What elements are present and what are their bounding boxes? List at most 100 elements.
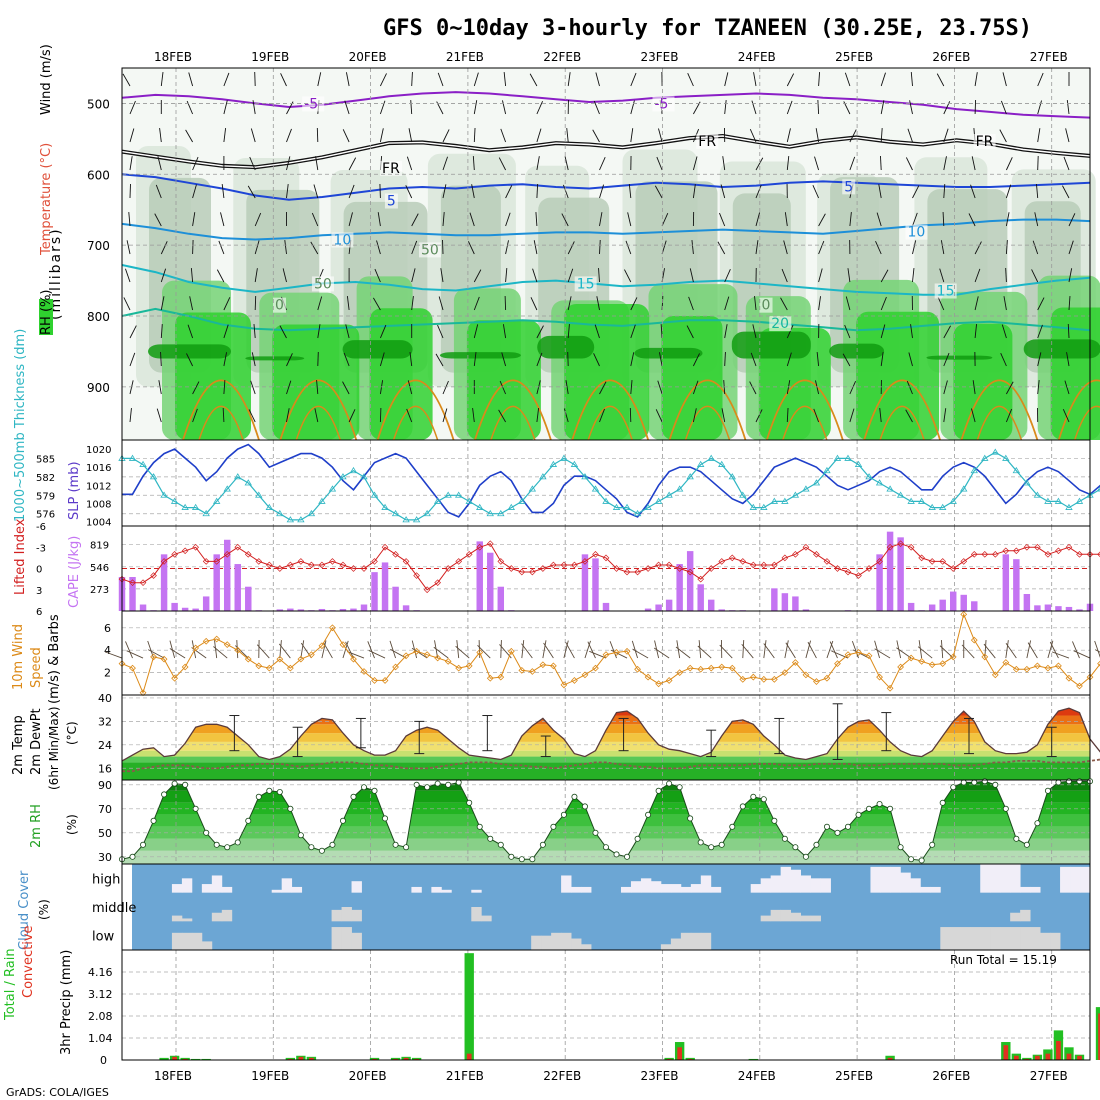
- rh-marker: [360, 784, 367, 791]
- cloud-cell-high: [211, 875, 223, 893]
- wind-speed-marker: [518, 666, 526, 674]
- rh-marker: [518, 856, 525, 863]
- cloud-cell-low: [191, 932, 203, 950]
- precip-tick: 0: [100, 1054, 107, 1067]
- wind-barb: [502, 100, 507, 115]
- lifted-index-marker: [886, 543, 894, 551]
- thickness-marker: [234, 473, 242, 480]
- cloud-axis-label: Cloud Cover: [17, 870, 32, 950]
- rh-band-dark: [829, 343, 885, 359]
- temp-tick: 16: [98, 762, 112, 775]
- wind-barb: [315, 156, 319, 171]
- wind-barb: [536, 101, 544, 115]
- rh-band: [122, 850, 1090, 864]
- date-label-top: 20FEB: [349, 50, 387, 64]
- wind-speed-marker: [339, 641, 347, 648]
- wind-barb: [912, 212, 918, 227]
- cloud-cell-high: [920, 886, 931, 893]
- contour-label: 50: [314, 276, 332, 292]
- wind-speed-marker: [592, 664, 599, 672]
- cloud-cell-low: [970, 927, 981, 950]
- date-label-bottom: 19FEB: [251, 1069, 289, 1083]
- wind-speed-marker: [907, 654, 915, 662]
- wind-barb: [630, 100, 635, 115]
- surface-wind-barb: [698, 640, 702, 659]
- lifted-index-marker: [192, 543, 199, 551]
- cape-bar: [886, 531, 894, 611]
- wind-barb: [567, 324, 570, 339]
- rh-marker: [918, 857, 925, 864]
- wind-barb: [692, 128, 700, 143]
- lifted-index-marker: [644, 565, 652, 572]
- date-label-bottom: 18FEB: [154, 1069, 192, 1083]
- surface-wind-barb: [584, 640, 591, 659]
- contour-label-bg: [973, 133, 996, 149]
- wind-barb: [123, 297, 131, 311]
- wind-speed-marker: [360, 668, 368, 675]
- surface-wind-barb: [697, 645, 712, 659]
- wind-barb: [160, 324, 163, 339]
- lifted-index-marker: [350, 565, 357, 572]
- thickness-marker: [360, 473, 368, 480]
- legend-convective: Convective: [21, 925, 36, 998]
- thickness-marker: [823, 466, 831, 474]
- cloud-cell-high: [750, 884, 762, 893]
- wind-barb: [379, 324, 387, 339]
- wind-barb: [1066, 100, 1070, 115]
- wind-barb: [594, 324, 600, 339]
- legend-total-rain: Total / Rain: [3, 948, 18, 1021]
- thickness-marker: [170, 497, 179, 504]
- thickness-marker: [265, 503, 274, 510]
- wind-barb: [1000, 100, 1007, 115]
- contour-label: 15: [937, 283, 955, 299]
- rh-band-dark: [342, 340, 413, 359]
- isotherm--5: [121, 91, 1091, 119]
- isotherm-25-inner: [1073, 405, 1100, 441]
- wind-barb: [435, 353, 444, 367]
- precip-legend-b: Convective: [21, 925, 36, 998]
- wind-barb: [411, 296, 414, 311]
- wind-barb: [630, 324, 636, 339]
- lifted-index-marker: [518, 568, 526, 576]
- wind-barb: [719, 212, 726, 227]
- precip-tick: 1.04: [88, 1032, 113, 1045]
- cape-tick: 273: [90, 585, 109, 596]
- surface-wind-barb: [565, 642, 575, 659]
- wind-barb: [1037, 72, 1044, 87]
- precip-convective-bar: [1045, 1053, 1051, 1060]
- rh-band-bright: [466, 320, 541, 440]
- thickness-marker: [307, 509, 316, 517]
- rh-band-bright: [175, 312, 251, 440]
- wind-barb: [912, 268, 915, 283]
- cape-bar: [192, 608, 199, 611]
- date-label-bottom: 25FEB: [835, 1069, 873, 1083]
- wind-speed-marker: [855, 649, 862, 656]
- wind-barb: [279, 325, 287, 339]
- cloud-cell-high: [800, 875, 811, 893]
- contour-label: FR: [976, 134, 994, 150]
- surface-wind-barb: [367, 641, 375, 659]
- surface-wind-barb: [917, 646, 933, 659]
- wind-speed-marker: [381, 677, 389, 684]
- wind-tick: 6: [104, 622, 111, 635]
- wind-barb: [185, 129, 193, 143]
- isotherm-25-bump: [668, 379, 747, 441]
- wind-barb: [220, 212, 225, 227]
- cape-bar: [350, 608, 357, 611]
- rh-marker: [866, 805, 873, 812]
- cape-bar: [718, 609, 725, 611]
- wind-speed-marker: [118, 660, 126, 668]
- surface-wind-barb: [125, 641, 133, 659]
- surface-wind-barb: [741, 643, 754, 659]
- lifted-index-marker: [1086, 551, 1094, 558]
- lifted-index-marker: [602, 554, 610, 562]
- wind-barb: [345, 324, 350, 339]
- wind-barb: [780, 297, 788, 311]
- wind-barb: [786, 128, 791, 143]
- thickness-marker: [370, 491, 379, 498]
- lifted-index-marker: [970, 551, 978, 558]
- isotherm-10: [121, 218, 1091, 241]
- wind-barb: [936, 73, 945, 87]
- rh-marker: [908, 856, 915, 863]
- rh-marker: [645, 811, 652, 818]
